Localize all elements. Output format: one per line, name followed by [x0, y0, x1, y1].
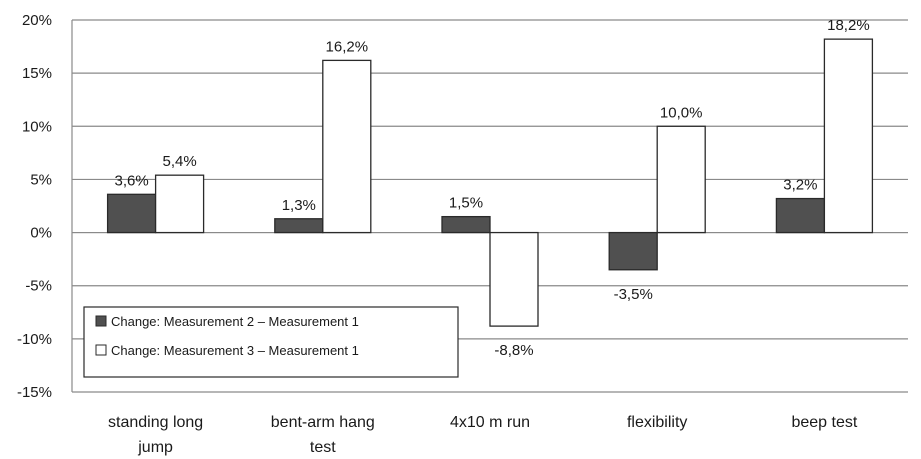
- y-tick-label: 5%: [30, 171, 52, 188]
- legend-swatch: [95, 344, 107, 356]
- bar: [274, 218, 324, 234]
- bar: [441, 215, 491, 234]
- category-label: bent-arm hang: [271, 414, 375, 431]
- bar: [154, 174, 205, 234]
- legend: Change: Measurement 2 – Measurement 1 Cha…: [83, 306, 459, 378]
- bar: [608, 231, 658, 271]
- y-tick-label: 10%: [22, 118, 52, 135]
- legend-swatch: [95, 315, 107, 327]
- y-tick-label: 0%: [30, 225, 52, 242]
- category-label: 4x10 m run: [450, 414, 530, 431]
- category-label: test: [310, 439, 336, 456]
- bar: [489, 231, 539, 327]
- y-tick-label: 20%: [22, 12, 52, 29]
- data-label: 1,3%: [282, 197, 316, 214]
- bar: [322, 59, 372, 234]
- category-label: beep test: [791, 414, 857, 431]
- y-tick-label: -15%: [17, 384, 52, 401]
- legend-label: Change: Measurement 2 – Measurement 1: [111, 314, 359, 329]
- legend-label: Change: Measurement 3 – Measurement 1: [111, 343, 359, 358]
- bar: [823, 38, 874, 234]
- data-label: 1,5%: [449, 195, 483, 212]
- y-tick-label: -5%: [25, 278, 52, 295]
- bar: [106, 193, 157, 234]
- category-label: jump: [137, 439, 173, 456]
- data-labels: 3,6% 1,3% 1,5% -3,5% 3,2% 5,4% 16,2% -8,8% 10,0%…: [114, 17, 869, 359]
- y-tick-label: 15%: [22, 65, 52, 82]
- data-label: 3,6%: [114, 172, 148, 189]
- data-label: 18,2%: [827, 17, 870, 34]
- data-label: 5,4%: [162, 153, 196, 170]
- category-label: standing long: [108, 414, 203, 431]
- data-label: 16,2%: [326, 38, 369, 55]
- bars: [106, 38, 874, 327]
- data-label: -8,8%: [494, 342, 533, 359]
- bar: [656, 125, 706, 234]
- category-label: flexibility: [627, 414, 687, 431]
- data-label: 3,2%: [783, 177, 817, 194]
- y-axis: 20% 15% 10% 5% 0% -5% -10% -15%: [17, 12, 73, 401]
- x-axis: standing long jump bent-arm hang test 4x10 m…: [108, 414, 858, 456]
- data-label: 10,0%: [660, 104, 703, 121]
- y-tick-label: -10%: [17, 331, 52, 348]
- legend-box: [83, 306, 459, 378]
- bar: [775, 197, 826, 234]
- data-label: -3,5%: [614, 286, 653, 303]
